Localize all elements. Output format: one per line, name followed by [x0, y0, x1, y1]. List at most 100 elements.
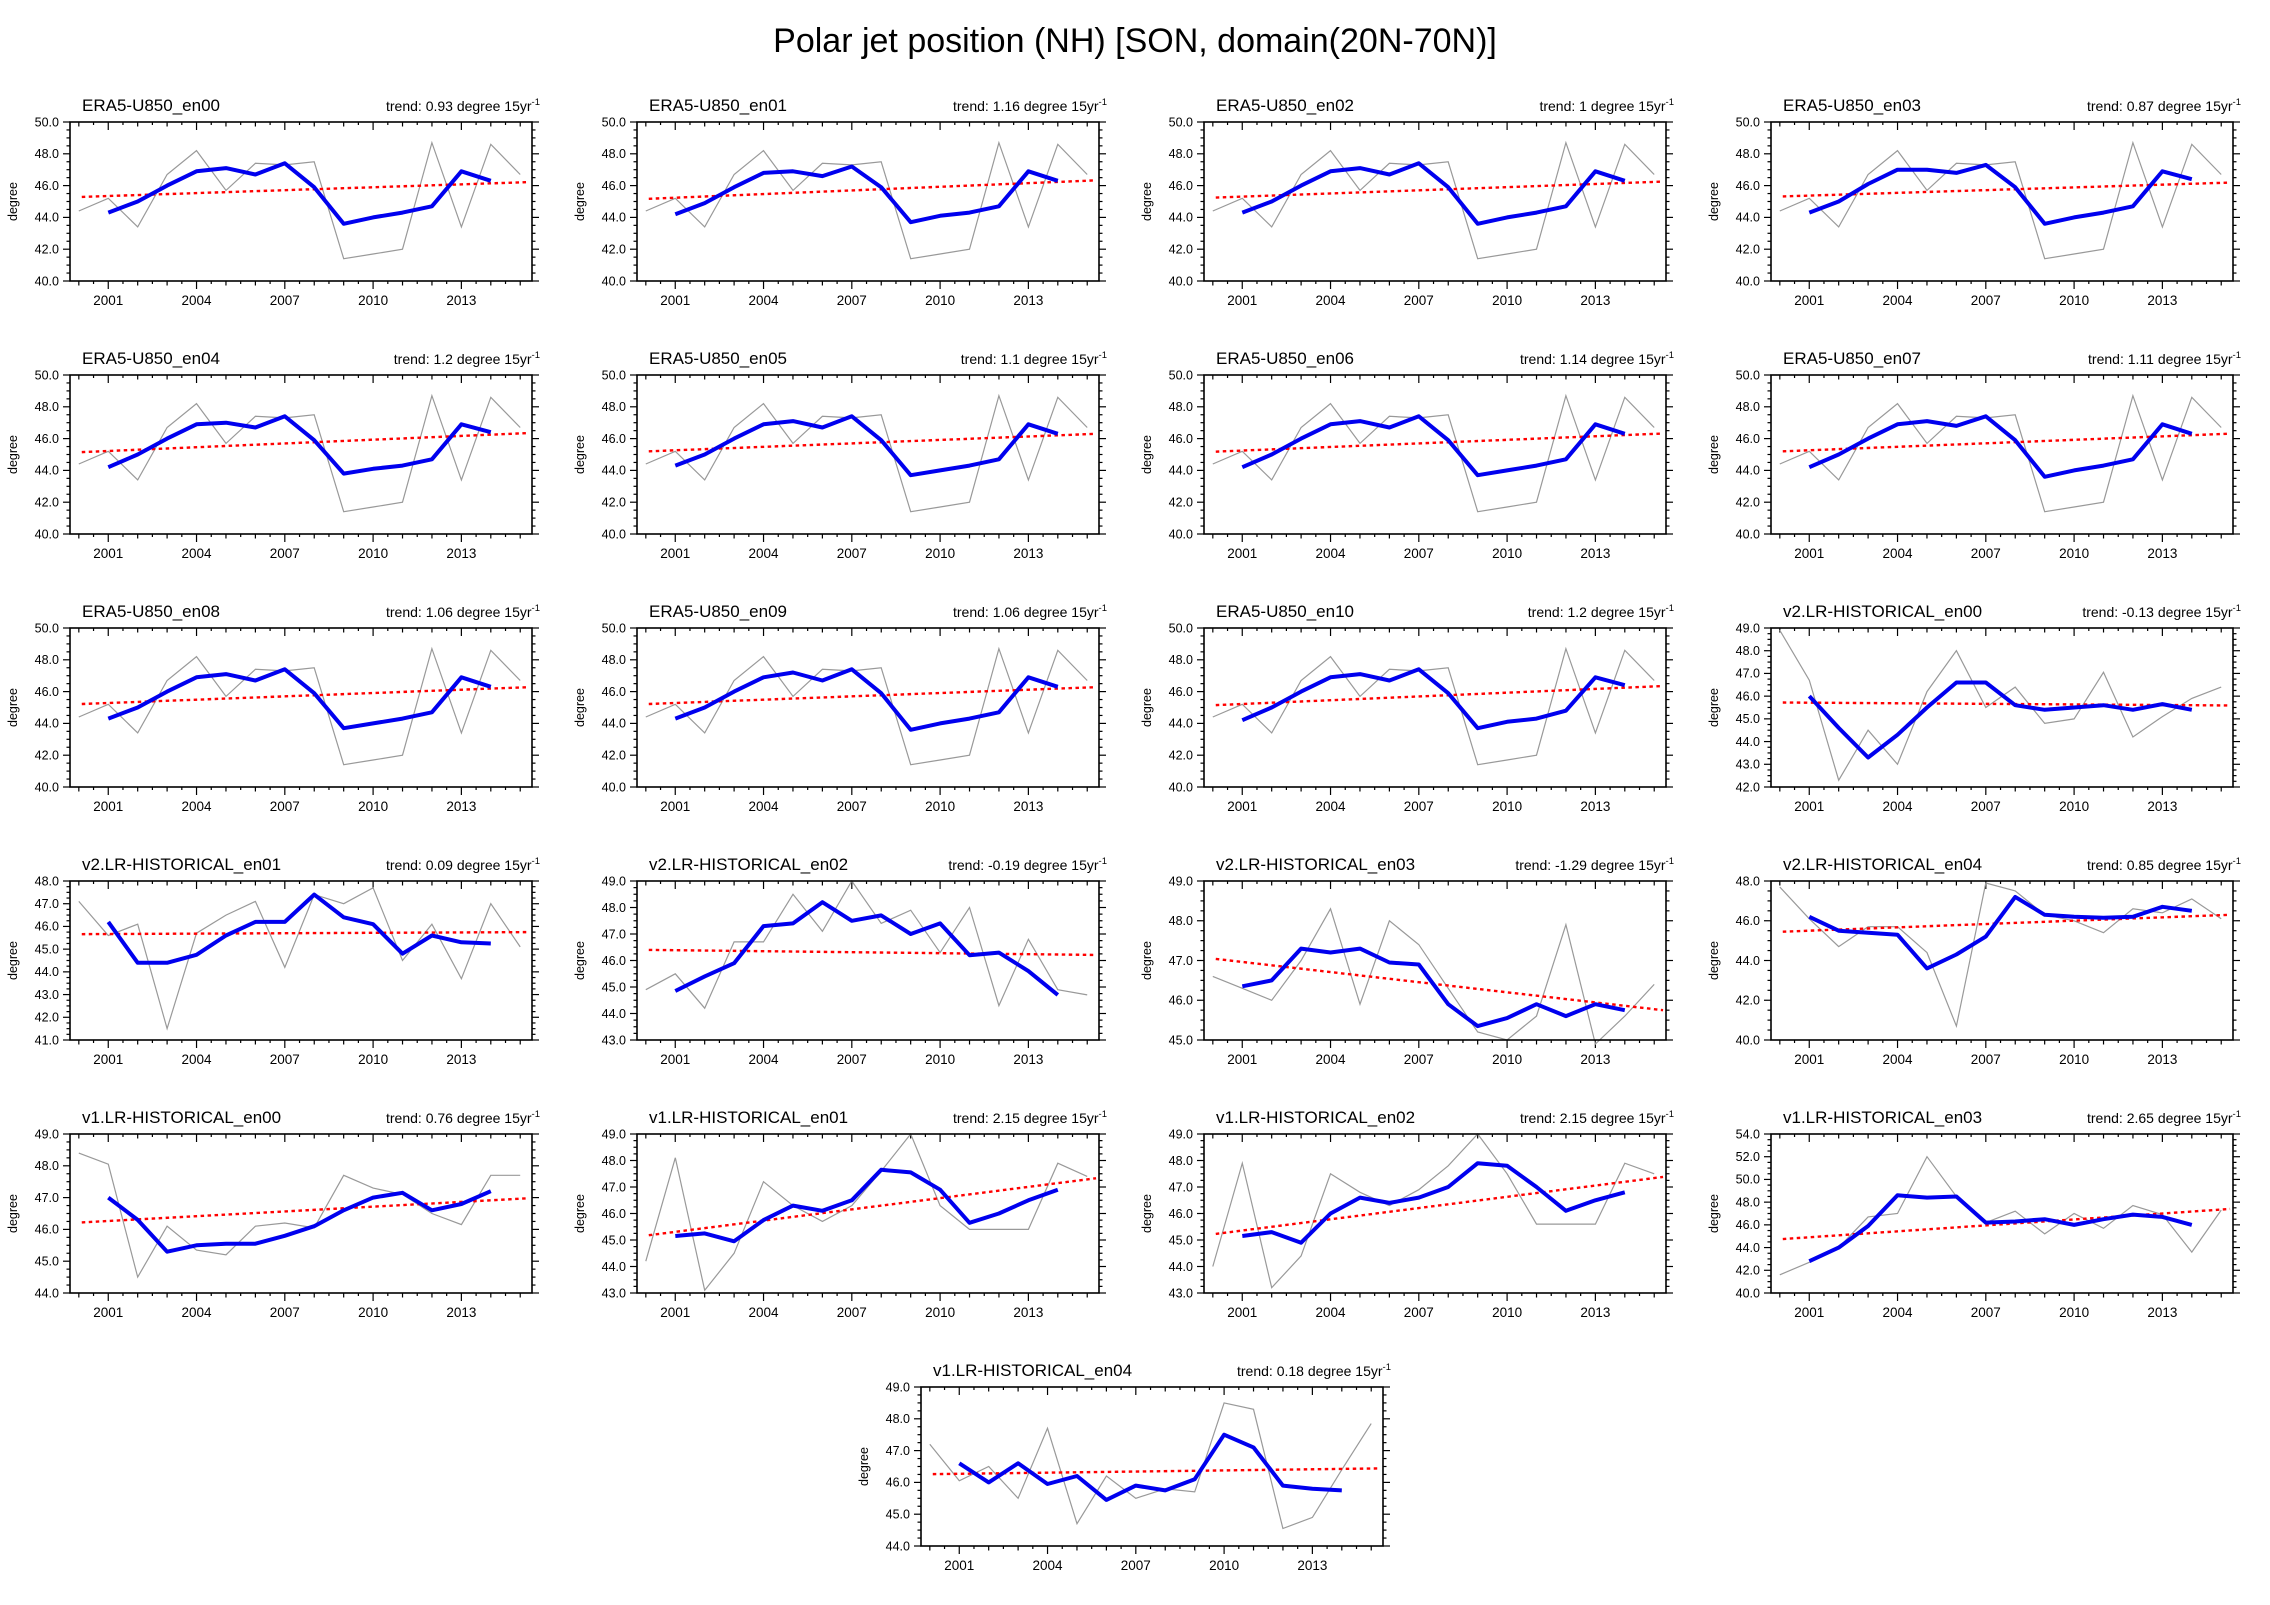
svg-text:2013: 2013	[446, 799, 476, 814]
x-axis-labels: 2001 2004 2007 2010 2013	[1227, 1052, 1610, 1067]
svg-text:44.0: 44.0	[1736, 211, 1760, 225]
y-axis-labels: 42.0 43.0 44.0 45.0 46.0 47.0 48.0 49.0	[1736, 621, 1760, 794]
panel-chart: v2.LR-HISTORICAL_en02 trend: -0.19 degree…	[573, 855, 1107, 1067]
panel-era5-u850-en03: ERA5-U850_en03 trend: 0.87 degree 15yr-1 4…	[1702, 82, 2269, 335]
svg-text:42.0: 42.0	[1169, 749, 1193, 763]
panel-era5-u850-en08: ERA5-U850_en08 trend: 1.06 degree 15yr-1 4…	[1, 588, 568, 841]
y-axis-labels: 40.0 42.0 44.0 46.0 48.0 50.0 52.0 54.0	[1736, 1127, 1760, 1300]
svg-text:2007: 2007	[1120, 1558, 1150, 1573]
smoothed-series-line	[1808, 162, 2193, 226]
panel-trend-label: trend: 0.76 degree 15yr-1	[386, 1109, 540, 1126]
svg-text:2001: 2001	[1227, 799, 1257, 814]
y-axis-title: degree	[573, 941, 587, 980]
svg-text:48.0: 48.0	[602, 1154, 626, 1168]
svg-text:46.0: 46.0	[35, 920, 59, 934]
y-axis-labels: 43.0 44.0 45.0 46.0 47.0 48.0 49.0	[602, 874, 626, 1047]
svg-text:48.0: 48.0	[885, 1412, 909, 1426]
panel-trend-label: trend: 1.06 degree 15yr-1	[953, 603, 1107, 620]
trend-line	[81, 685, 530, 706]
svg-text:2001: 2001	[660, 546, 690, 561]
svg-text:44.0: 44.0	[35, 464, 59, 478]
svg-text:2013: 2013	[2147, 1305, 2177, 1320]
svg-text:40.0: 40.0	[1736, 274, 1760, 288]
svg-text:2004: 2004	[1883, 546, 1914, 561]
y-axis-title: degree	[573, 435, 587, 474]
trend-line	[648, 948, 1097, 957]
raw-series-line	[1212, 393, 1655, 513]
plot-frame	[1770, 374, 2234, 535]
svg-text:49.0: 49.0	[35, 1127, 59, 1141]
svg-text:2007: 2007	[1971, 1305, 2001, 1320]
svg-text:46.0: 46.0	[1736, 179, 1760, 193]
svg-text:2013: 2013	[1013, 546, 1043, 561]
svg-text:2001: 2001	[1794, 799, 1824, 814]
panel-trend-label: trend: 2.65 degree 15yr-1	[2087, 1109, 2241, 1126]
panel-chart: ERA5-U850_en07 trend: 1.11 degree 15yr-1 4…	[1707, 349, 2241, 561]
svg-text:50.0: 50.0	[1169, 621, 1193, 635]
smoothed-series-line	[957, 1432, 1342, 1502]
svg-text:44.0: 44.0	[602, 211, 626, 225]
svg-text:42.0: 42.0	[1736, 994, 1760, 1008]
panel-title: ERA5-U850_en02	[1216, 96, 1354, 115]
svg-text:2001: 2001	[660, 1305, 690, 1320]
plot-frame	[1770, 121, 2234, 282]
svg-text:2004: 2004	[749, 546, 780, 561]
panel-trend-label: trend: 1.14 degree 15yr-1	[1520, 350, 1674, 367]
smoothed-series-line	[674, 414, 1059, 478]
x-axis-labels: 2001 2004 2007 2010 2013	[93, 1052, 476, 1067]
y-axis-title: degree	[6, 941, 20, 980]
svg-text:40.0: 40.0	[1169, 274, 1193, 288]
svg-text:2010: 2010	[2059, 799, 2089, 814]
svg-text:2007: 2007	[1971, 293, 2001, 308]
panel-title: ERA5-U850_en07	[1783, 349, 1921, 368]
panel-title: ERA5-U850_en03	[1783, 96, 1921, 115]
panel-v2-lr-historical-en00: v2.LR-HISTORICAL_en00 trend: -0.13 degree…	[1702, 588, 2269, 841]
trend-line	[1782, 913, 2231, 933]
plot-frame	[636, 880, 1100, 1041]
smoothed-series-line	[107, 1189, 492, 1254]
svg-text:2010: 2010	[358, 1305, 388, 1320]
raw-series-line	[1779, 140, 2222, 260]
svg-text:42.0: 42.0	[1736, 243, 1760, 257]
y-axis-labels: 40.0 42.0 44.0 46.0 48.0 50.0	[1736, 115, 1760, 288]
x-axis-labels: 2001 2004 2007 2010 2013	[1794, 799, 2177, 814]
x-axis-labels: 2001 2004 2007 2010 2013	[1227, 799, 1610, 814]
panel-era5-u850-en00: ERA5-U850_en00 trend: 0.93 degree 15yr-1 4…	[1, 82, 568, 335]
x-axis-labels: 2001 2004 2007 2010 2013	[944, 1558, 1327, 1573]
svg-text:40.0: 40.0	[602, 780, 626, 794]
panel-chart: ERA5-U850_en02 trend: 1 degree 15yr-1 40.0…	[1140, 96, 1674, 308]
svg-text:2004: 2004	[1883, 1052, 1914, 1067]
svg-text:2007: 2007	[1971, 546, 2001, 561]
svg-text:44.0: 44.0	[1169, 464, 1193, 478]
y-axis-ticks	[913, 1386, 1390, 1547]
svg-text:2004: 2004	[749, 293, 780, 308]
x-axis-labels: 2001 2004 2007 2010 2013	[660, 799, 1043, 814]
plot-frame	[1203, 121, 1667, 282]
x-axis-labels: 2001 2004 2007 2010 2013	[660, 293, 1043, 308]
svg-text:42.0: 42.0	[1169, 243, 1193, 257]
panel-title: v1.LR-HISTORICAL_en03	[1783, 1108, 1982, 1127]
svg-text:48.0: 48.0	[35, 400, 59, 414]
x-axis-ticks	[1779, 628, 2222, 795]
smoothed-series-line	[106, 892, 491, 965]
svg-text:2004: 2004	[182, 799, 213, 814]
svg-text:48.0: 48.0	[602, 653, 626, 667]
panel-title: ERA5-U850_en06	[1216, 349, 1354, 368]
svg-text:46.0: 46.0	[1736, 689, 1760, 703]
svg-text:50.0: 50.0	[35, 621, 59, 635]
svg-text:40.0: 40.0	[1736, 1286, 1760, 1300]
svg-text:43.0: 43.0	[602, 1286, 626, 1300]
svg-text:45.0: 45.0	[1169, 1233, 1193, 1247]
panel-chart: v1.LR-HISTORICAL_en01 trend: 2.15 degree …	[573, 1108, 1107, 1320]
svg-text:46.0: 46.0	[1736, 914, 1760, 928]
y-axis-title: degree	[6, 688, 20, 727]
svg-text:46.0: 46.0	[885, 1476, 909, 1490]
svg-text:2004: 2004	[1316, 1305, 1347, 1320]
x-axis-labels: 2001 2004 2007 2010 2013	[1794, 1305, 2177, 1320]
y-axis-ticks	[1197, 880, 1673, 1041]
svg-text:2007: 2007	[837, 293, 867, 308]
panel-trend-label: trend: 0.93 degree 15yr-1	[386, 97, 540, 114]
svg-text:2010: 2010	[1492, 1052, 1522, 1067]
svg-text:47.0: 47.0	[1169, 954, 1193, 968]
raw-series-line	[1212, 646, 1655, 766]
